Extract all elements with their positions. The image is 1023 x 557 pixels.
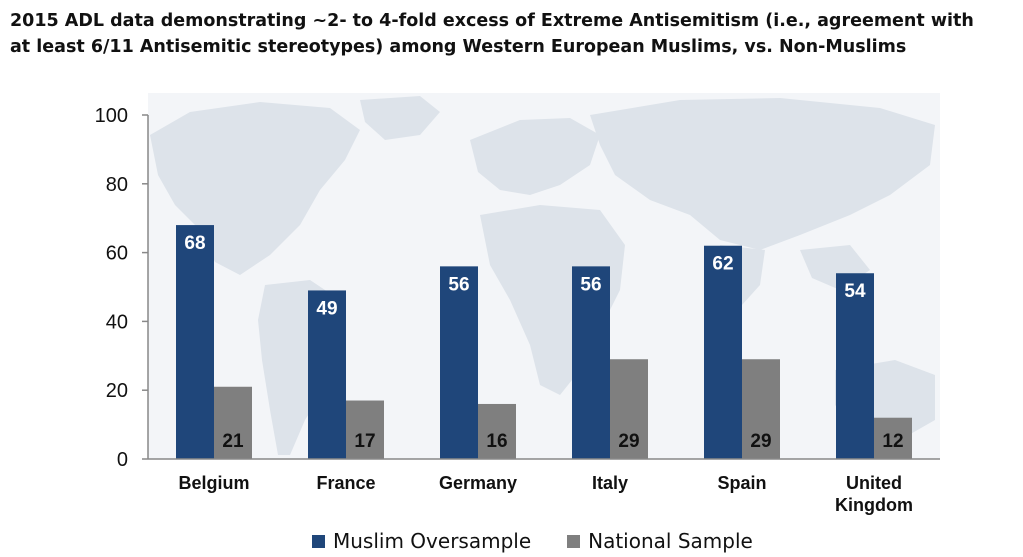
bar-muslim-belgium	[176, 225, 214, 459]
data-label-muslim-united-kingdom: 54	[844, 281, 866, 302]
x-tick-label-france: France	[316, 473, 375, 493]
bar-muslim-united-kingdom	[836, 273, 874, 459]
x-tick-label-germany: Germany	[439, 473, 517, 493]
data-labels: 68 21 49 17 56 16 56 29 62 29 54 12	[184, 233, 903, 452]
bar-national-belgium	[214, 386, 252, 459]
bar-national-germany	[478, 403, 516, 459]
data-label-muslim-france: 49	[316, 298, 337, 319]
x-tick-label-spain: Spain	[717, 473, 766, 493]
map-asia	[590, 98, 935, 250]
y-tick-label-80: 80	[106, 174, 128, 196]
y-tick-label-100: 100	[95, 105, 128, 127]
y-tick-label-60: 60	[106, 243, 128, 265]
y-tick-label-40: 40	[106, 311, 128, 333]
x-tick-label-italy: Italy	[592, 473, 628, 493]
data-label-muslim-spain: 62	[712, 254, 733, 275]
data-label-national-belgium: 21	[222, 431, 244, 452]
legend-item-national: National Sample	[567, 529, 753, 553]
bar-national-france	[346, 400, 384, 459]
y-tick-label-20: 20	[106, 380, 128, 402]
bar-muslim-spain	[704, 245, 742, 459]
bar-muslim-italy	[572, 266, 610, 459]
x-tick-label-belgium: Belgium	[178, 473, 249, 493]
bar-muslim-germany	[440, 266, 478, 459]
y-tick-label-0: 0	[117, 449, 128, 471]
legend: Muslim Oversample National Sample	[312, 529, 789, 553]
map-europe	[470, 118, 600, 195]
data-label-muslim-italy: 56	[580, 274, 601, 295]
chart-title-line-1: 2015 ADL data demonstrating ~2- to 4-fol…	[10, 11, 974, 31]
x-tick-label-united-kingdom-line-2: Kingdom	[835, 495, 913, 515]
chart-title-line-2: at least 6/11 Antisemitic stereotypes) a…	[10, 37, 907, 57]
chart-title: 2015 ADL data demonstrating ~2- to 4-fol…	[10, 8, 1015, 60]
data-label-national-france: 17	[354, 431, 375, 452]
bar-national-spain	[742, 359, 780, 459]
data-label-national-italy: 29	[618, 431, 639, 452]
bar-national-italy	[610, 359, 648, 459]
legend-swatch-muslim	[312, 534, 325, 548]
axes: Belgium France Germany Italy Spain UnitedKing…	[95, 105, 940, 515]
legend-label-muslim: Muslim Oversample	[333, 529, 532, 553]
data-label-national-germany: 16	[486, 431, 507, 452]
data-label-national-united-kingdom: 12	[882, 431, 903, 452]
map-greenland	[360, 96, 440, 140]
bars	[176, 225, 912, 459]
data-label-muslim-belgium: 68	[184, 233, 205, 254]
legend-label-national: National Sample	[588, 529, 753, 553]
legend-item-muslim: Muslim Oversample	[312, 529, 531, 553]
data-label-national-spain: 29	[750, 431, 771, 452]
x-tick-label-united-kingdom-line-1: United	[846, 473, 902, 493]
legend-swatch-national	[567, 534, 581, 548]
bar-national-united-kingdom	[874, 417, 912, 459]
bar-muslim-france	[308, 290, 346, 459]
data-label-muslim-germany: 56	[448, 274, 469, 295]
